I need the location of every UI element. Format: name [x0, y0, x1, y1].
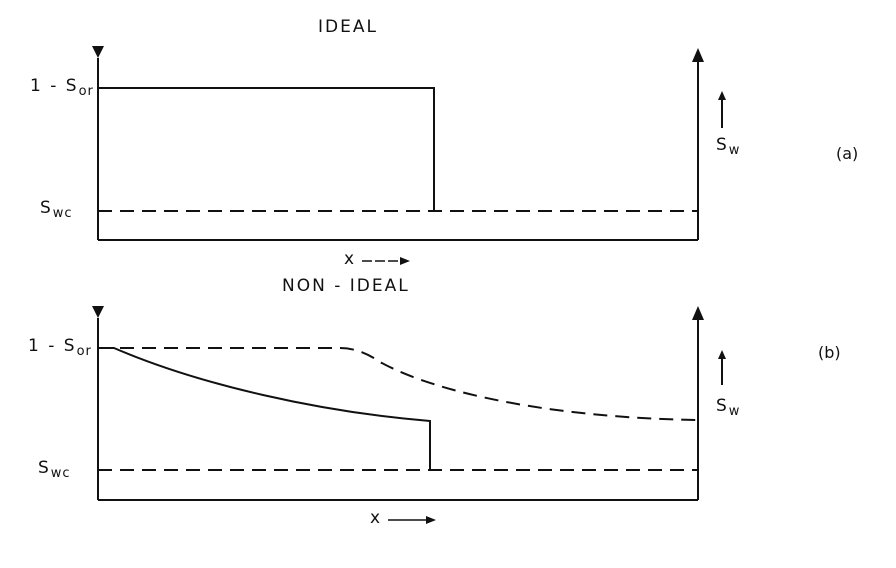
panel-a-sw-arrow-head — [718, 91, 726, 100]
panel-a-y-top-label: 1 - Sor — [30, 76, 94, 99]
panel-b-y-top-prefix: 1 - S — [28, 336, 77, 356]
panel-a-inlet-marker — [92, 46, 104, 58]
panel-b-sw-label: Sw — [716, 396, 741, 419]
panel-b-dashed-profile — [98, 347, 699, 421]
panel-a-sw-sub: w — [728, 143, 741, 158]
panel-b-y-bottom-prefix: S — [38, 458, 51, 478]
panel-a — [92, 46, 726, 265]
panel-b-y-top-sub: or — [76, 344, 92, 359]
panel-a-y-bottom-sub: wc — [52, 206, 73, 221]
panel-a-x-label: x — [344, 249, 357, 269]
panel-b-sw-arrow-head — [718, 350, 726, 359]
panel-b-solid-profile — [98, 347, 431, 470]
panel-b-title: NON - IDEAL — [282, 276, 410, 296]
panel-b-x-label: x — [370, 508, 383, 528]
panel-a-title: IDEAL — [318, 17, 378, 37]
panel-b-y-bottom-label: Swc — [38, 458, 71, 481]
panel-b-y-bottom-sub: wc — [50, 466, 71, 481]
panel-a-y-top-sub: or — [78, 84, 94, 99]
panel-b-tag: (b) — [818, 343, 841, 362]
panel-b-outlet-arrow — [692, 306, 704, 320]
panel-a-sw-prefix: S — [716, 135, 729, 155]
panel-a-y-bottom-prefix: S — [40, 198, 53, 218]
panel-b-sw-prefix: S — [716, 396, 729, 416]
panel-b-sw-sub: w — [728, 404, 741, 419]
panel-b — [92, 306, 726, 524]
panel-a-sw-label: Sw — [716, 135, 741, 158]
panel-b-inlet-marker — [92, 306, 104, 318]
panel-b-y-top-label: 1 - Sor — [28, 336, 92, 359]
panel-a-x-arrow-head — [400, 257, 410, 265]
panel-a-y-top-prefix: 1 - S — [30, 76, 79, 96]
panel-a-tag: (a) — [836, 144, 859, 163]
panel-a-y-bottom-label: Swc — [40, 198, 73, 221]
panel-a-ideal-profile — [98, 87, 435, 211]
panel-b-x-arrow-head — [426, 516, 436, 524]
panel-a-outlet-arrow — [692, 48, 704, 62]
